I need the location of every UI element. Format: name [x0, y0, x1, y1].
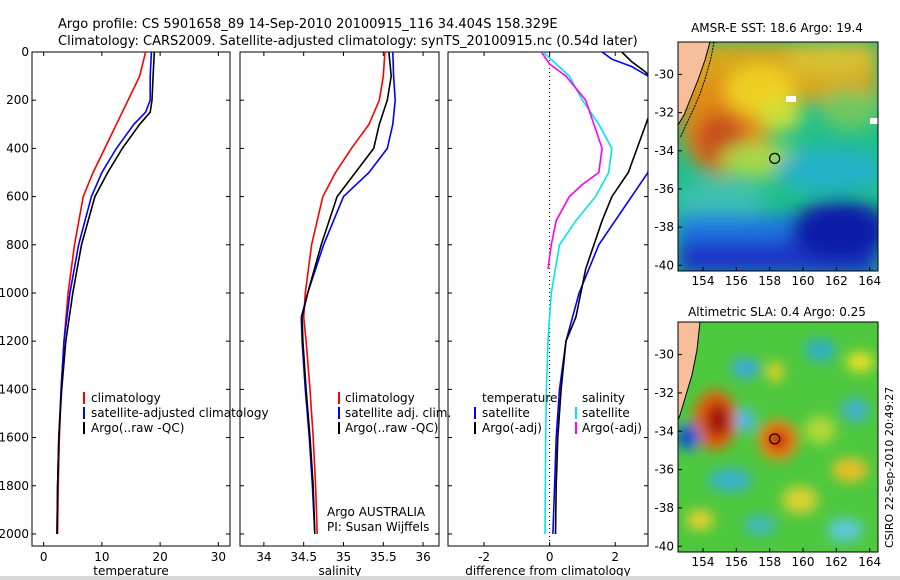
sst-map-title: AMSR-E SST: 18.6 Argo: 19.4	[691, 21, 863, 35]
salinity-axis-label: salinity	[318, 564, 361, 578]
latitude-tick-label: -34	[654, 424, 674, 438]
series-line-argo-raw-qc-	[301, 52, 393, 535]
difference-legend: temperature satellite Argo(-adj) salinit…	[474, 391, 642, 435]
longitude-tick-label: 156	[725, 555, 748, 569]
salinity-legend: climatology satellite adj. clim. Argo(..…	[327, 391, 451, 534]
legend-label-sal-satellite: satellite	[582, 406, 630, 420]
x-tick-label: 35.5	[370, 550, 397, 564]
x-tick-label: 34.5	[290, 550, 317, 564]
x-tick-label: 36	[415, 550, 430, 564]
longitude-tick-label: 164	[858, 555, 881, 569]
float-owner: Argo AUSTRALIA	[327, 505, 426, 519]
difference-axis-label: difference from climatology	[465, 564, 631, 578]
legend-label-argo: Argo(..raw -QC)	[91, 421, 184, 435]
series-line-climatology	[302, 52, 386, 535]
x-tick-label: 30	[211, 550, 226, 564]
sla-map-title: Altimetric SLA: 0.4 Argo: 0.25	[688, 305, 866, 319]
legend-heading-salinity: salinity	[582, 391, 625, 405]
depth-tick-label: 1200	[0, 334, 29, 348]
longitude-tick-label: 158	[758, 274, 781, 288]
longitude-tick-label: 158	[758, 555, 781, 569]
sst-map-field	[678, 42, 878, 271]
longitude-tick-label: 156	[725, 274, 748, 288]
depth-tick-label: 400	[6, 141, 29, 155]
legend-label-satellite: satellite adj. clim.	[345, 406, 451, 420]
series-line-temperature-argo-adj-	[554, 52, 648, 535]
series-line-temperature-satellite	[552, 52, 648, 535]
latitude-tick-label: -36	[654, 463, 674, 477]
sla-map-frame	[677, 321, 879, 553]
x-tick-label: 20	[152, 550, 167, 564]
depth-axis: 0 200 400 600 800 1000 1200 1400 1600 1800 2000	[0, 45, 29, 541]
header-line-1: Argo profile: CS 5901658_89 14-Sep-2010 …	[58, 17, 558, 32]
longitude-tick-label: 162	[825, 555, 848, 569]
latitude-tick-label: -38	[654, 501, 674, 515]
depth-tick-label: 1000	[0, 286, 29, 300]
latitude-tick-label: -30	[654, 67, 674, 81]
legend-label-temp-satellite: satellite	[482, 406, 530, 420]
longitude-tick-label: 164	[858, 274, 881, 288]
legend-label-sal-argo: Argo(-adj)	[582, 421, 642, 435]
longitude-tick-label: 154	[692, 555, 715, 569]
longitude-tick-label: 160	[792, 555, 815, 569]
float-pi: PI: Susan Wijffels	[327, 520, 429, 534]
bottom-strip	[0, 576, 900, 580]
x-tick-label: 0	[546, 550, 554, 564]
sla-map-field	[678, 322, 878, 552]
sla-map-axes: 154 156 158 160 162 164 -30 -32 -34 -36 -38 -40	[654, 348, 881, 569]
temperature-legend: climatology satellite-adjusted climatolo…	[83, 391, 269, 435]
x-tick-label: 35	[336, 550, 351, 564]
x-tick-label: 34	[256, 550, 271, 564]
salinity-plot: 34 34.5 35 35.5 36	[240, 51, 439, 564]
legend-label-climatology: climatology	[91, 391, 161, 405]
argo-position-marker	[769, 152, 781, 165]
latitude-tick-label: -38	[654, 220, 674, 234]
salinity-panel-frame	[239, 51, 440, 547]
legend-label-temp-argo: Argo(-adj)	[482, 421, 542, 435]
latitude-tick-label: -30	[654, 348, 674, 362]
latitude-tick-label: -40	[654, 539, 674, 553]
latitude-tick-label: -32	[654, 106, 674, 120]
legend-heading-temperature: temperature	[482, 391, 557, 405]
longitude-tick-label: 162	[825, 274, 848, 288]
depth-tick-label: 600	[6, 190, 29, 204]
depth-tick-label: 1800	[0, 479, 29, 493]
legend-label-argo: Argo(..raw -QC)	[345, 421, 438, 435]
depth-tick-label: 2000	[0, 527, 29, 541]
argo-position-marker	[769, 433, 781, 445]
sst-map-frame	[677, 41, 879, 272]
series-line-salinity-argo-adj-	[540, 52, 603, 270]
latitude-tick-label: -36	[654, 182, 674, 196]
sst-map-axes: 154 156 158 160 162 164 -30 -32 -34 -36 -38 -40	[654, 67, 881, 288]
depth-tick-label: 0	[21, 45, 29, 59]
depth-tick-label: 800	[6, 238, 29, 252]
depth-tick-label: 200	[6, 93, 29, 107]
x-tick-label: 2	[611, 550, 619, 564]
temperature-plot: 0 10 20 30	[32, 51, 230, 564]
longitude-tick-label: 160	[792, 274, 815, 288]
depth-tick-label: 1600	[0, 431, 29, 445]
temperature-axis-label: temperature	[93, 564, 168, 578]
series-line-salinity-satellite	[542, 52, 613, 535]
temperature-panel-frame	[31, 51, 231, 547]
difference-panel-frame	[447, 51, 649, 547]
x-tick-label: 10	[94, 550, 109, 564]
header-line-2: Climatology: CARS2009. Satellite-adjuste…	[58, 34, 638, 49]
latitude-tick-label: -40	[654, 258, 674, 272]
legend-label-satellite: satellite-adjusted climatology	[91, 406, 269, 420]
depth-tick-label: 1400	[0, 382, 29, 396]
legend-label-climatology: climatology	[345, 391, 415, 405]
series-line-argo-raw-qc-	[56, 52, 156, 535]
longitude-tick-label: 154	[692, 274, 715, 288]
x-tick-label: -2	[478, 550, 490, 564]
difference-plot: -2 0 2	[448, 51, 648, 564]
latitude-tick-label: -34	[654, 144, 674, 158]
credit-text: CSIRO 22-Sep-2010 20:49:27	[883, 387, 896, 548]
x-tick-label: 0	[40, 550, 48, 564]
latitude-tick-label: -32	[654, 386, 674, 400]
